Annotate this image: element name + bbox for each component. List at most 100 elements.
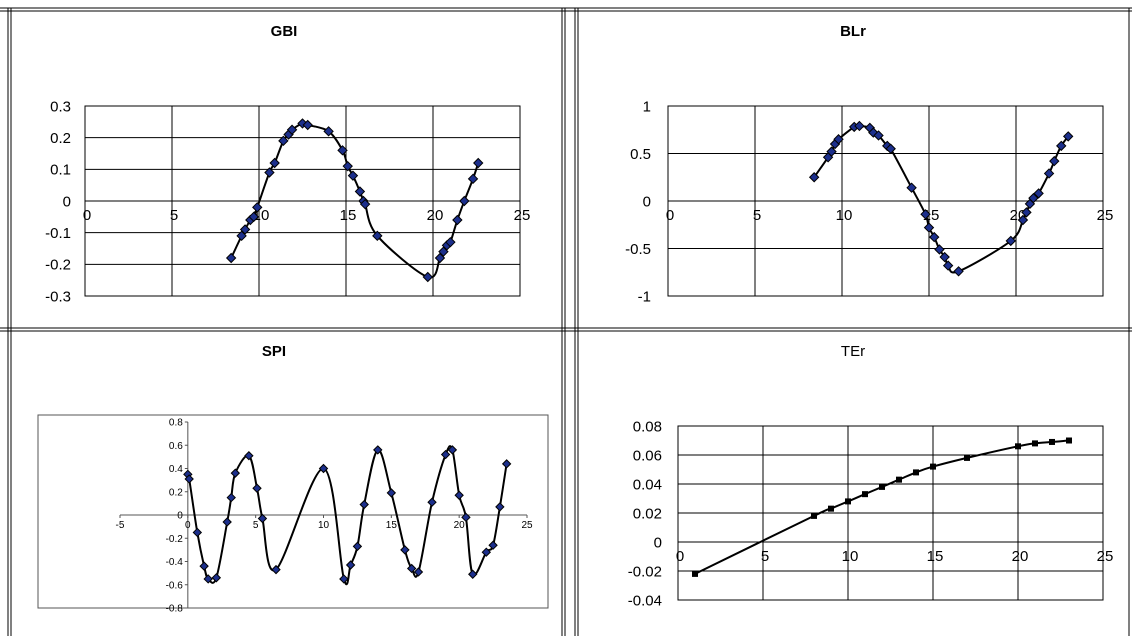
data-point [495, 502, 505, 512]
x-tick-label: -5 [116, 520, 125, 531]
data-point [1049, 155, 1060, 167]
y-tick-label: -0.4 [166, 557, 184, 568]
data-point [342, 160, 353, 172]
x-tick-label: 5 [753, 207, 761, 224]
data-point [929, 231, 940, 243]
data-point [885, 143, 896, 154]
data-point [1032, 440, 1038, 447]
data-point [337, 145, 348, 156]
data-point [862, 491, 868, 498]
data-point [488, 540, 498, 550]
x-tick-label: 15 [340, 207, 357, 224]
y-tick-label: 0.8 [169, 418, 183, 429]
chart-ter: TEr -0.04 -0.02 0 0.02 0.04 0.06 0.08 0 5 10 15 20 25 [628, 343, 1114, 609]
data-point [352, 541, 363, 552]
data-point [211, 573, 222, 583]
data-point [811, 512, 817, 519]
y-tick-label: -0.3 [45, 288, 71, 305]
data-point [427, 497, 437, 507]
y-tick-label: 0.08 [633, 418, 662, 435]
chart-title: GBI [271, 23, 298, 40]
data-point [468, 569, 478, 579]
data-point [226, 492, 236, 503]
x-tick-label: 0 [185, 520, 191, 531]
data-point [445, 236, 456, 248]
y-tick-label: -0.6 [166, 580, 184, 591]
data-point [481, 547, 492, 557]
x-tick-label: 10 [318, 520, 330, 531]
data-point [264, 167, 275, 178]
y-tick-label: -0.2 [166, 534, 184, 545]
data-point [1066, 437, 1072, 444]
chart-frame [37, 414, 549, 609]
x-tick-label: 20 [1012, 548, 1029, 565]
data-point [447, 445, 458, 455]
data-point [920, 209, 931, 220]
y-tick-label: 0.2 [169, 487, 183, 498]
plot-area [84, 105, 521, 297]
x-tick-label: 25 [521, 520, 533, 531]
data-point [1005, 235, 1016, 247]
data-point [467, 173, 479, 185]
plot-area [677, 425, 1104, 601]
y-tick-label: -0.02 [628, 563, 662, 580]
data-point [942, 260, 954, 271]
data-point [386, 488, 397, 498]
data-point [406, 563, 417, 574]
data-point [225, 252, 237, 264]
data-point [203, 574, 213, 584]
data-point [854, 120, 865, 132]
data-point [1021, 207, 1032, 218]
data-point [923, 222, 935, 233]
data-point [1062, 131, 1074, 142]
data-point [896, 476, 902, 483]
chart-spi: SPI-0.8-0.6-0.4-0.200.20.40.60.8-5 0 5 10 15… [37, 343, 549, 615]
data-point [252, 202, 263, 213]
data-point [252, 483, 262, 493]
data-point [372, 230, 383, 242]
x-tick-label: 5 [170, 207, 178, 224]
data-point [452, 214, 463, 226]
y-tick-label: 0.5 [630, 146, 651, 163]
series-line [186, 445, 508, 586]
data-point [222, 517, 232, 527]
data-point [239, 224, 251, 235]
data-point [269, 157, 280, 169]
data-point [808, 172, 820, 183]
y-tick-label: -0.1 [45, 225, 71, 242]
y-tick-label: -0.2 [45, 257, 71, 274]
y-tick-label: 0.4 [169, 464, 183, 475]
y-tick-label: -0.04 [628, 592, 662, 609]
x-tick-label: 20 [427, 207, 444, 224]
data-point [1028, 192, 1039, 204]
data-point [1017, 214, 1029, 226]
data-point [1049, 438, 1055, 445]
data-point [833, 134, 844, 145]
y-tick-label: 0 [177, 511, 183, 522]
data-point [440, 449, 451, 460]
data-point [422, 271, 433, 283]
data-point [1033, 188, 1044, 199]
y-tick-label: 0 [654, 534, 662, 551]
chart-title: TEr [841, 343, 865, 360]
data-point [354, 186, 366, 197]
chart-title: SPI [262, 343, 286, 360]
data-point [461, 512, 471, 523]
data-point [192, 527, 203, 538]
y-tick-label: -0.8 [166, 604, 184, 615]
y-tick-label: 0 [63, 193, 71, 210]
data-point [323, 126, 334, 137]
data-point [934, 244, 945, 255]
data-point [434, 252, 446, 264]
data-point [939, 251, 950, 263]
data-point [459, 195, 470, 207]
data-point [964, 454, 970, 461]
data-point [913, 469, 919, 476]
data-point [400, 545, 410, 555]
data-point [339, 574, 349, 584]
data-point [244, 451, 254, 461]
y-tick-label: 0.04 [633, 476, 662, 493]
data-point [692, 570, 698, 577]
y-tick-label: -0.5 [625, 241, 651, 258]
